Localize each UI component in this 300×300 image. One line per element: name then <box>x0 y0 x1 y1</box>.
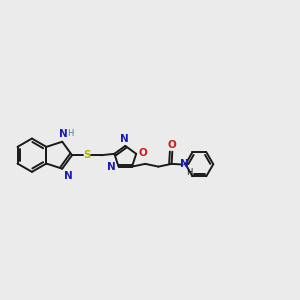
Text: N: N <box>107 162 116 172</box>
Text: N: N <box>120 134 129 144</box>
Text: N: N <box>64 171 72 181</box>
Text: N: N <box>58 129 67 139</box>
Text: N: N <box>180 159 189 169</box>
Text: S: S <box>83 150 90 160</box>
Text: O: O <box>138 148 147 158</box>
Text: H: H <box>187 168 193 177</box>
Text: O: O <box>168 140 177 150</box>
Text: H: H <box>67 129 74 138</box>
